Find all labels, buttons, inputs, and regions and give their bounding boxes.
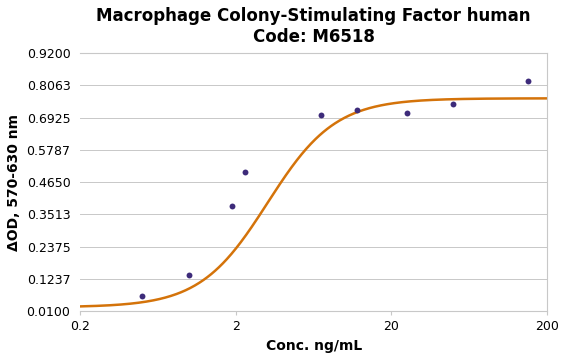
Point: [523, 78, 532, 84]
Point: [353, 107, 362, 113]
Point: [138, 293, 147, 299]
X-axis label: Conc. ng/mL: Conc. ng/mL: [265, 339, 362, 353]
Title: Macrophage Colony-Stimulating Factor human
Code: M6518: Macrophage Colony-Stimulating Factor hum…: [96, 7, 531, 46]
Point: [316, 112, 325, 118]
Point: [241, 169, 250, 175]
Point: [185, 272, 194, 278]
Y-axis label: ΔOD, 570-630 nm: ΔOD, 570-630 nm: [7, 114, 21, 251]
Point: [402, 110, 411, 116]
Point: [449, 101, 458, 107]
Point: [228, 203, 237, 209]
